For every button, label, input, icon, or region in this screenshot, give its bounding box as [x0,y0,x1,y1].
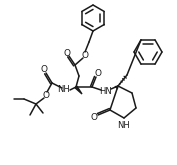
Text: O: O [41,66,47,75]
Text: O: O [95,69,101,79]
Polygon shape [75,86,82,94]
Text: O: O [64,49,70,57]
Text: NH: NH [118,121,130,131]
Text: NH: NH [58,85,70,95]
Text: HN: HN [100,86,112,96]
Text: O: O [90,113,98,121]
Text: O: O [81,50,88,60]
Text: O: O [42,90,50,99]
